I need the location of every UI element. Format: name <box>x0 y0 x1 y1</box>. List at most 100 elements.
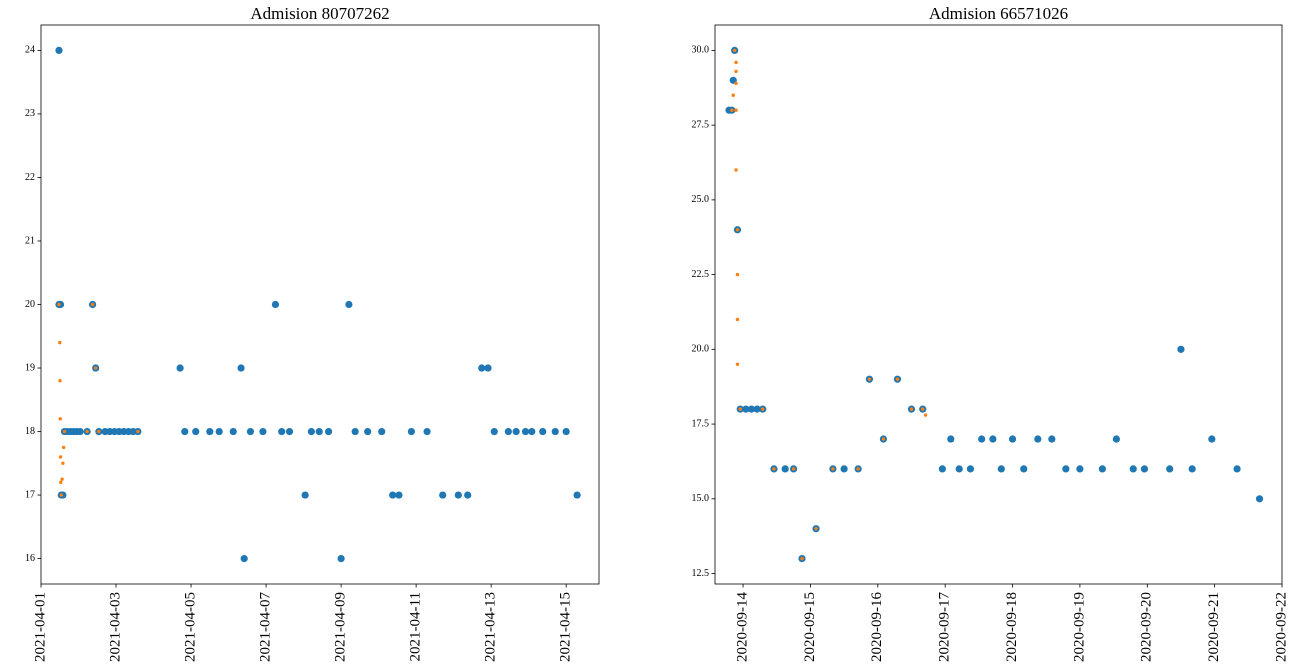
data-point <box>206 427 214 436</box>
interpolated-point <box>734 168 738 172</box>
interpolated-point <box>909 407 914 411</box>
x-tick-label: 2021-04-01 <box>32 592 48 662</box>
x-tick-label: 2020-09-19 <box>1071 592 1087 662</box>
data-point <box>423 427 431 436</box>
y-tick-label: 24 <box>25 45 35 56</box>
data-point <box>1166 465 1174 473</box>
interpolated-point <box>59 480 63 485</box>
data-point <box>512 427 520 436</box>
data-point <box>259 427 267 436</box>
data-point <box>478 364 486 372</box>
data-point <box>1233 465 1241 473</box>
data-point <box>573 491 581 499</box>
interpolated-point <box>58 417 62 421</box>
data-point <box>464 491 472 499</box>
data-point <box>407 427 416 436</box>
interpolated-point <box>800 556 804 561</box>
data-point <box>389 491 397 499</box>
interpolated-point <box>735 272 740 277</box>
x-tick-label: 2021-04-05 <box>182 592 198 662</box>
data-point <box>562 427 570 436</box>
data-point <box>966 465 975 473</box>
data-point <box>1098 465 1106 473</box>
data-point <box>240 554 248 563</box>
y-tick-label: 20.0 <box>692 344 710 355</box>
axes-frame <box>40 24 600 585</box>
data-point <box>521 427 530 436</box>
x-tick-label: 2021-04-03 <box>107 592 123 662</box>
y-tick-label: 22 <box>25 172 35 183</box>
y-tick-label: 27.5 <box>692 119 710 130</box>
data-point <box>1076 465 1084 473</box>
data-point <box>742 405 750 413</box>
interpolated-point <box>97 429 101 434</box>
interpolated-point <box>831 467 835 471</box>
y-tick-label: 21 <box>25 235 35 246</box>
data-point <box>528 427 536 436</box>
data-point <box>947 435 955 443</box>
y-tick-label: 22.5 <box>692 269 710 280</box>
x-tick-label: 2020-09-18 <box>1004 592 1020 662</box>
data-point <box>378 427 386 436</box>
y-tick-label: 16 <box>25 553 35 564</box>
interpolated-point <box>731 93 735 97</box>
x-tick-label: 2020-09-21 <box>1206 592 1222 662</box>
data-point <box>229 427 237 436</box>
interpolated-point <box>921 407 925 411</box>
interpolated-point <box>90 302 95 307</box>
data-point <box>176 364 184 372</box>
chart-title: Admision 66571026 <box>929 4 1068 23</box>
interpolated-point <box>735 362 740 366</box>
data-point <box>955 465 963 473</box>
y-tick-label: 19 <box>25 362 35 373</box>
data-point <box>1129 465 1137 473</box>
x-tick-label: 2020-09-15 <box>802 592 818 662</box>
data-point <box>1034 435 1042 443</box>
x-tick-label: 2020-09-17 <box>937 592 953 662</box>
data-point <box>315 427 323 436</box>
data-point <box>997 465 1005 473</box>
data-point <box>395 491 403 499</box>
data-point <box>1008 435 1017 443</box>
interpolated-point <box>734 69 738 74</box>
axes-frame <box>714 24 1283 585</box>
data-point <box>337 554 345 563</box>
data-point <box>539 427 547 436</box>
interpolated-point <box>856 467 860 471</box>
y-tick-label: 15.0 <box>692 493 710 504</box>
x-tick-label: 2020-09-22 <box>1273 592 1289 662</box>
interpolated-point <box>761 407 765 411</box>
data-point <box>301 491 309 499</box>
chart-title: Admision 80707262 <box>250 4 389 23</box>
data-point <box>364 427 372 436</box>
data-point <box>1208 435 1216 443</box>
interpolated-point <box>60 477 64 481</box>
x-tick-label: 2020-09-20 <box>1139 592 1155 662</box>
data-point <box>1112 435 1120 443</box>
interpolated-point <box>94 366 98 370</box>
interpolated-point <box>814 526 818 531</box>
interpolated-point <box>867 377 872 381</box>
series-interpolated <box>730 48 928 561</box>
interpolated-point <box>62 429 67 434</box>
y-tick-label: 17 <box>25 489 35 500</box>
series-interpolated <box>57 302 140 497</box>
data-point <box>285 427 294 436</box>
interpolated-point <box>772 467 776 471</box>
x-tick-label: 2021-04-15 <box>558 592 574 662</box>
x-tick-label: 2021-04-07 <box>258 592 274 662</box>
interpolated-point <box>738 407 742 411</box>
x-tick-label: 2021-04-09 <box>333 592 349 662</box>
interpolated-point <box>735 228 740 232</box>
interpolated-point <box>895 377 900 381</box>
x-tick-label: 2020-09-16 <box>869 592 885 662</box>
interpolated-point <box>734 81 738 85</box>
data-point <box>551 427 559 436</box>
data-point <box>1020 465 1028 473</box>
data-point <box>246 427 255 436</box>
interpolated-point <box>730 108 734 112</box>
interpolated-point <box>58 379 62 383</box>
data-point <box>1048 435 1056 443</box>
y-tick-label: 23 <box>25 108 35 119</box>
